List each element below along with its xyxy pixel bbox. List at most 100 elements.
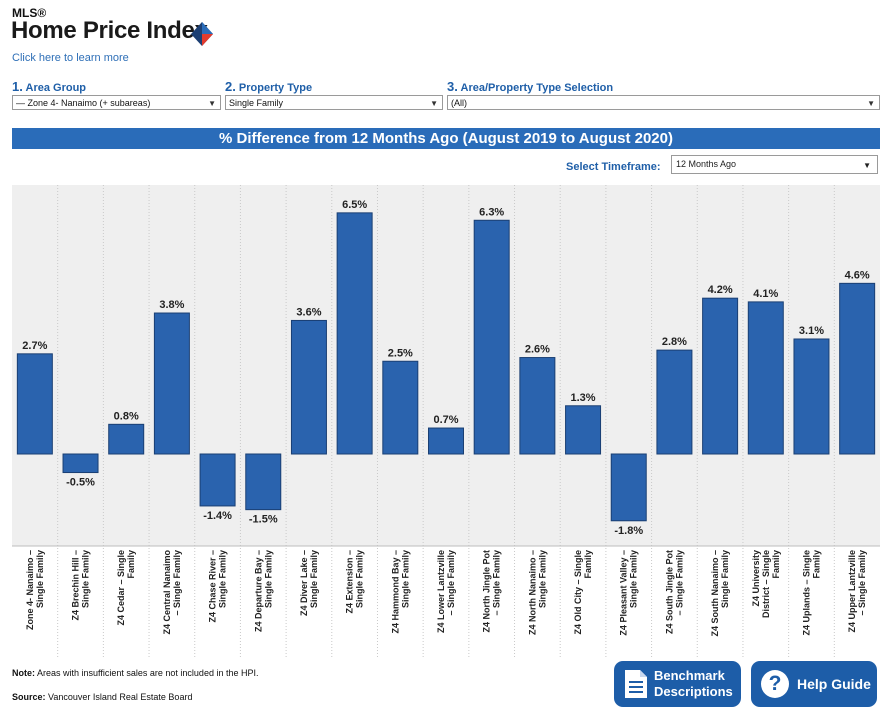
data-label: 0.8% <box>114 410 139 422</box>
source: Source: Vancouver Island Real Estate Boa… <box>12 692 193 702</box>
data-label: -1.8% <box>614 525 643 537</box>
bar[interactable] <box>382 360 419 455</box>
category-label-line: District – Single <box>761 550 771 618</box>
category-label: Z4 Chase River –Single Family <box>208 550 228 623</box>
bar[interactable] <box>428 427 464 455</box>
area-selection-select[interactable]: (All) ▼ <box>447 95 880 110</box>
bar[interactable] <box>565 405 602 455</box>
data-label: 3.6% <box>296 306 321 318</box>
question-circle-icon: ? <box>761 670 789 698</box>
category-label-line: Z4 University <box>751 550 761 607</box>
bar[interactable] <box>290 319 327 455</box>
category-label-line: Z4 Cedar – Single <box>116 550 126 626</box>
benchmark-label-2: Descriptions <box>654 684 733 699</box>
bar[interactable] <box>610 453 647 522</box>
category-label-line: Family <box>583 550 593 579</box>
bar[interactable] <box>747 301 784 455</box>
category-label: Z4 North Jingle Pot– Single Family <box>482 550 502 633</box>
area-group-label: 1. Area Group <box>12 79 87 94</box>
bar[interactable] <box>656 349 693 455</box>
bar[interactable] <box>793 338 830 455</box>
category-label-line: Z4 South Jingle Pot <box>664 550 674 634</box>
category-label-line: Family <box>771 550 781 579</box>
category-label-line: – Single Family <box>674 550 684 616</box>
category-label-line: Z4 Departure Bay – <box>253 550 263 632</box>
category-label-line: Z4 Diver Lake – <box>299 550 309 616</box>
bar[interactable] <box>62 453 99 474</box>
chevron-down-icon: ▼ <box>208 99 216 108</box>
data-label: 4.6% <box>845 269 870 281</box>
data-label: 2.5% <box>388 347 413 359</box>
category-label-line: – Single Family <box>857 550 867 616</box>
category-label-line: Z4 Central Nanaimo <box>162 550 172 635</box>
page-title: Home Price Index <box>11 17 208 44</box>
data-label: 3.1% <box>799 325 824 337</box>
category-label: Z4 Upper Lantzville– Single Family <box>847 550 867 633</box>
category-label-line: Single Family <box>218 550 228 608</box>
category-label-line: Z4 Chase River – <box>208 550 218 623</box>
bar[interactable] <box>199 453 236 507</box>
category-label: Z4 Extension –Single Family <box>345 550 365 614</box>
chart-banner-title: % Difference from 12 Months Ago (August … <box>12 128 880 149</box>
category-label-line: – Single Family <box>446 550 456 616</box>
category-label: Z4 Diver Lake –Single Family <box>299 550 319 616</box>
bar[interactable] <box>839 282 876 455</box>
note: Note: Areas with insufficient sales are … <box>12 668 259 678</box>
chevron-down-icon: ▼ <box>863 161 871 170</box>
chevron-down-icon: ▼ <box>867 99 875 108</box>
category-label: Z4 Uplands – SingleFamily <box>801 550 821 636</box>
benchmark-descriptions-button[interactable]: Benchmark Descriptions <box>614 661 741 707</box>
category-label-line: Z4 Brechin Hill – <box>71 550 81 621</box>
category-label: Z4 South Jingle Pot– Single Family <box>664 550 684 634</box>
data-label: 3.8% <box>159 299 184 311</box>
data-label: 0.7% <box>433 414 458 426</box>
category-label-line: Z4 Hammond Bay – <box>390 550 400 634</box>
category-label: Z4 Hammond Bay –Single Family <box>390 550 410 634</box>
bar[interactable] <box>245 453 282 511</box>
property-type-value: Single Family <box>229 98 284 108</box>
category-label-line: Single Family <box>263 550 273 608</box>
category-label-line: Single Family <box>355 550 365 608</box>
category-label: Z4 Cedar – SingleFamily <box>116 550 136 626</box>
timeframe-value: 12 Months Ago <box>676 159 737 169</box>
area-selection-label: 3. Area/Property Type Selection <box>447 79 614 94</box>
category-label: Z4 North Nanaimo –Single Family <box>527 550 547 635</box>
data-label: 2.6% <box>525 344 550 356</box>
category-label-line: Single Family <box>309 550 319 608</box>
mls-diamond-logo-icon <box>191 22 213 46</box>
area-group-select[interactable]: — Zone 4- Nanaimo (+ subareas) ▼ <box>12 95 221 110</box>
bar[interactable] <box>336 212 373 455</box>
category-label-line: Single Family <box>81 550 91 608</box>
property-type-select[interactable]: Single Family ▼ <box>225 95 443 110</box>
help-guide-label: Help Guide <box>797 676 871 692</box>
category-label-line: Z4 Extension – <box>345 550 355 614</box>
category-label-line: Single Family <box>537 550 547 608</box>
document-icon <box>625 670 647 698</box>
category-label: Z4 Departure Bay –Single Family <box>253 550 273 632</box>
timeframe-select[interactable]: 12 Months Ago ▼ <box>671 155 878 174</box>
bar[interactable] <box>519 357 556 455</box>
chevron-down-icon: ▼ <box>430 99 438 108</box>
category-label-line: Zone 4- Nanaimo – <box>25 550 35 630</box>
category-label-line: Z4 Old City – Single <box>573 550 583 635</box>
data-label: -1.5% <box>249 514 278 526</box>
category-label: Z4 Central Nanaimo– Single Family <box>162 550 182 635</box>
data-label: -0.5% <box>66 477 95 489</box>
bar[interactable] <box>153 312 190 455</box>
category-label-line: Z4 Pleasant Valley – <box>619 550 629 636</box>
category-label-line: Family <box>811 550 821 579</box>
data-label: 1.3% <box>571 392 596 404</box>
category-label-line: – Single Family <box>492 550 502 616</box>
category-label: Z4 Pleasant Valley –Single Family <box>619 550 639 636</box>
learn-more-link[interactable]: Click here to learn more <box>12 52 129 64</box>
bar[interactable] <box>16 353 53 455</box>
area-selection-value: (All) <box>451 98 467 108</box>
data-label: -1.4% <box>203 510 232 522</box>
help-guide-button[interactable]: ? Help Guide <box>751 661 877 707</box>
bar[interactable] <box>108 423 145 455</box>
bar[interactable] <box>702 297 739 455</box>
category-label-line: Z4 North Jingle Pot <box>482 550 492 633</box>
category-label: Z4 South Nanaimo –Single Family <box>710 550 730 637</box>
bar[interactable] <box>473 219 510 455</box>
category-label-line: Single Family <box>400 550 410 608</box>
